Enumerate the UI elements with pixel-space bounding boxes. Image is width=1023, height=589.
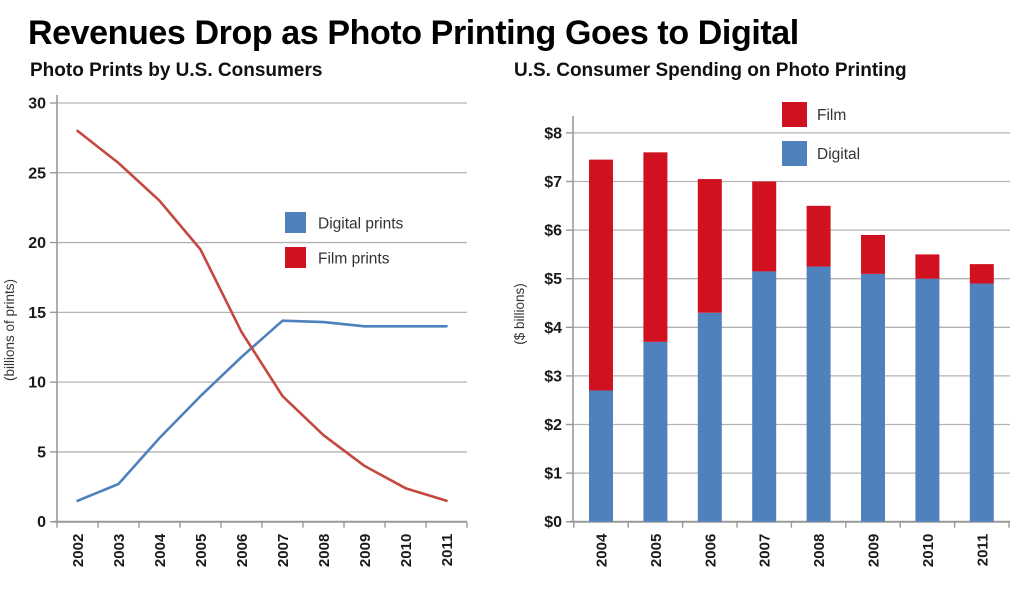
- bar-2004-film: [589, 159, 613, 391]
- bar-2005-digital: [643, 341, 668, 522]
- x-tick-label-2006: 2006: [702, 534, 719, 567]
- y-tick-label-$7: $7: [544, 174, 562, 191]
- bar-2007-digital: [752, 271, 777, 522]
- y-tick-label-25: 25: [28, 165, 46, 182]
- legend-swatch-film: [782, 102, 807, 127]
- bar-2011-film: [969, 264, 994, 284]
- bar-2010-digital: [915, 278, 940, 522]
- page-title: Revenues Drop as Photo Printing Goes to …: [28, 14, 799, 52]
- bar-2008-film: [806, 205, 831, 267]
- y-tick-label-$2: $2: [544, 417, 562, 434]
- legend-swatch-film-prints: [285, 247, 306, 268]
- x-tick-label-2011: 2011: [974, 534, 991, 567]
- line-chart: 0 5 10 15 20 25 30 2002 2003 2004 2005 2006 2007 2008…: [2, 95, 468, 567]
- line-chart-title: Photo Prints by U.S. Consumers: [30, 60, 323, 81]
- bar-2009-film: [861, 234, 885, 274]
- bar-2006-film: [697, 179, 722, 313]
- x-tick-label-2009: 2009: [866, 534, 883, 567]
- x-tick-label-2007: 2007: [757, 534, 774, 567]
- y-tick-label-$3: $3: [544, 368, 562, 385]
- x-tick-label-2010: 2010: [920, 534, 937, 567]
- y-tick-label-15: 15: [28, 305, 46, 322]
- x-tick-label-2008: 2008: [811, 534, 828, 567]
- bar-2007-film: [752, 181, 777, 272]
- x-tick-label-2003: 2003: [111, 534, 128, 567]
- y-tick-label-5: 5: [37, 444, 46, 461]
- x-tick-label-2008: 2008: [316, 534, 333, 567]
- y-tick-label-30: 30: [28, 96, 46, 113]
- film-prints-line: [76, 129, 448, 503]
- y-tick-label-20: 20: [28, 235, 46, 252]
- x-tick-label-2004: 2004: [152, 533, 169, 567]
- x-tick-label-2005: 2005: [193, 534, 210, 567]
- legend-label-film-prints: Film prints: [318, 251, 390, 268]
- y-tick-label-$6: $6: [544, 223, 562, 240]
- x-tick-label-2011: 2011: [439, 534, 456, 567]
- legend-swatch-digital-prints: [285, 212, 306, 233]
- bar-2005-film: [643, 152, 668, 342]
- y-tick-label-$4: $4: [544, 320, 562, 337]
- y-tick-label-10: 10: [28, 375, 46, 392]
- y-tick-label-$1: $1: [544, 466, 562, 483]
- y-tick-label-$0: $0: [544, 514, 562, 531]
- y-tick-label-0: 0: [37, 514, 46, 531]
- x-tick-label-2010: 2010: [398, 534, 415, 567]
- bar-2009-digital: [861, 273, 885, 522]
- x-tick-label-2002: 2002: [70, 534, 87, 567]
- x-tick-label-2007: 2007: [275, 534, 292, 567]
- x-tick-label-2005: 2005: [648, 534, 665, 567]
- y-axis-title: (billions of prints): [2, 279, 17, 381]
- y-axis-title: ($ billions): [512, 283, 527, 345]
- legend-swatch-digital: [782, 141, 807, 166]
- bar-2006-digital: [697, 312, 722, 522]
- bar-chart-title: U.S. Consumer Spending on Photo Printing: [514, 60, 907, 81]
- y-tick-label-$5: $5: [544, 271, 562, 288]
- stacked-bar-chart: $0 $1 $2 $3 $4 $5 $6 $7 $8 2004 2005 2006 2007 2008 20…: [512, 102, 1010, 567]
- bar-2008-digital: [806, 266, 831, 522]
- bar-2010-film: [915, 254, 940, 279]
- digital-prints-line: [76, 319, 448, 503]
- x-tick-label-2004: 2004: [594, 533, 611, 567]
- legend-label-digital-prints: Digital prints: [318, 216, 404, 233]
- legend-label-film: Film: [817, 107, 846, 124]
- x-tick-label-2006: 2006: [234, 534, 251, 567]
- legend-label-digital: Digital: [817, 146, 860, 163]
- x-tick-label-2009: 2009: [357, 534, 374, 567]
- bar-2004-digital: [589, 390, 613, 522]
- bar-2011-digital: [969, 283, 994, 522]
- y-tick-label-$8: $8: [544, 125, 562, 142]
